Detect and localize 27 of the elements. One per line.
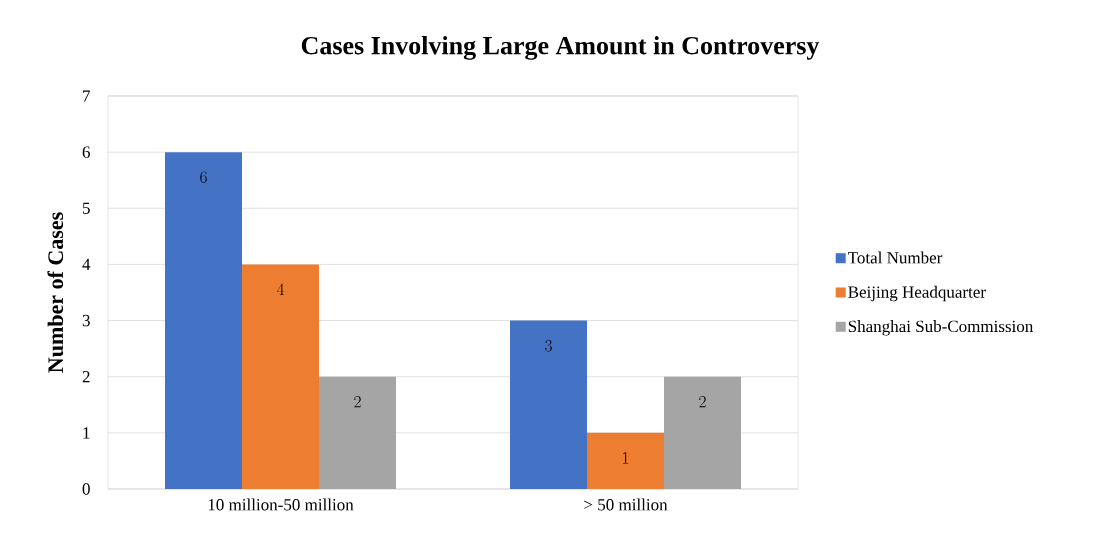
y-tick-label: 6 <box>82 146 90 158</box>
bar <box>242 264 320 489</box>
y-tick-label: 0 <box>82 483 90 495</box>
y-tick-label: 2 <box>82 371 90 383</box>
bar <box>319 376 397 489</box>
x-tick-label: > 50 million <box>584 498 668 511</box>
y-axis-title: Number of Cases <box>47 212 64 373</box>
data-label: 4 <box>276 283 285 296</box>
data-label: 6 <box>200 171 207 184</box>
y-tick-label: 4 <box>82 258 91 271</box>
bar <box>587 432 665 489</box>
legend-label: Shanghai Sub-Commission <box>848 320 1034 336</box>
bar <box>165 152 243 489</box>
bar <box>664 376 742 489</box>
y-tick-label: 3 <box>82 314 90 327</box>
data-label: 2 <box>699 395 706 408</box>
y-tick-label: 1 <box>83 427 90 439</box>
data-label: 1 <box>623 452 629 464</box>
legend-label: Total Number <box>848 251 943 264</box>
x-tick-label: 10 million-50 million <box>208 498 354 511</box>
bar <box>510 320 588 489</box>
data-label: 3 <box>545 339 552 352</box>
data-label: 2 <box>354 395 361 408</box>
y-tick-label: 7 <box>83 90 91 102</box>
y-tick-label: 5 <box>82 202 90 214</box>
chart-title: Cases Involving Large Amount in Controversy <box>301 36 820 60</box>
legend-label: Beijing Headquarter <box>848 285 986 302</box>
